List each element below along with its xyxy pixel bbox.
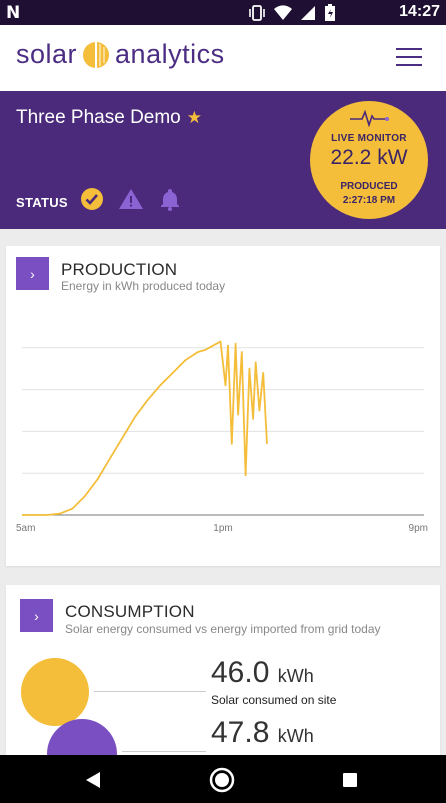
status-label: STATUS	[16, 195, 68, 210]
production-subtitle: Energy in kWh produced today	[61, 279, 226, 293]
produced-time: 2:27:18 PM	[342, 195, 396, 206]
produced-label: PRODUCED	[340, 181, 398, 192]
notification-icon: N	[6, 3, 21, 23]
vibrate-icon	[249, 5, 265, 21]
solar-divider	[94, 691, 206, 692]
production-series-line	[22, 340, 268, 516]
consumption-subtitle: Solar energy consumed vs energy imported…	[65, 622, 381, 636]
sun-logo-icon	[83, 41, 110, 68]
wifi-icon	[274, 5, 292, 21]
solar-consumed-value: 46.0 kWh	[211, 656, 314, 690]
favorite-star-icon[interactable]: ★	[186, 108, 202, 127]
solar-consumed-circle	[21, 658, 89, 726]
status-bar: N 14:27	[0, 0, 446, 25]
live-power-value: 22.2 kW	[330, 146, 408, 169]
check-circle-icon[interactable]	[80, 187, 104, 211]
site-name: Three Phase Demo	[16, 107, 181, 128]
production-expand-button[interactable]: ›	[16, 257, 49, 290]
x-tick-label: 5am	[16, 523, 35, 534]
home-icon[interactable]	[209, 767, 235, 793]
bell-icon[interactable]	[158, 187, 182, 211]
navigation-bar	[0, 755, 446, 803]
consumption-expand-button[interactable]: ›	[20, 599, 53, 632]
site-header: Three Phase Demo ★ STATUS LIVE MONITOR 2…	[0, 91, 446, 229]
warning-icon[interactable]	[118, 187, 144, 211]
consumption-title: CONSUMPTION	[65, 602, 195, 621]
grid-imported-value: 47.8 kWh	[211, 716, 314, 750]
grid-divider	[122, 751, 206, 752]
menu-icon[interactable]	[396, 48, 422, 68]
x-tick-label: 1pm	[213, 523, 232, 534]
solar-value: 46.0	[211, 656, 270, 689]
status-icons	[248, 4, 336, 22]
pulse-icon	[350, 109, 389, 127]
solar-analytics-logo[interactable]: solar analytics	[16, 39, 225, 70]
clock: 14:27	[399, 3, 440, 20]
x-tick-label: 9pm	[409, 523, 428, 534]
production-title: PRODUCTION	[61, 260, 178, 279]
live-monitor-label: LIVE MONITOR	[331, 133, 407, 144]
grid-unit: kWh	[277, 726, 314, 746]
recents-icon[interactable]	[342, 772, 358, 788]
logo-text-right: analytics	[115, 39, 225, 69]
signal-icon	[301, 6, 315, 20]
back-icon[interactable]	[84, 771, 102, 789]
grid-value: 47.8	[211, 716, 270, 749]
live-monitor-badge[interactable]: LIVE MONITOR 22.2 kW PRODUCED 2:27:18 PM	[310, 101, 428, 219]
solar-consumed-label: Solar consumed on site	[211, 693, 337, 707]
production-card: › PRODUCTION Energy in kWh produced toda…	[6, 246, 440, 566]
production-chart[interactable]: 5am 1pm 9pm	[6, 246, 440, 566]
logo-text-left: solar	[16, 39, 78, 69]
site-title[interactable]: Three Phase Demo ★	[16, 107, 202, 129]
status-icons-group	[80, 187, 182, 211]
consumption-card: › CONSUMPTION Solar energy consumed vs e…	[6, 585, 440, 789]
solar-unit: kWh	[277, 666, 314, 686]
app-header: solar analytics	[0, 25, 446, 91]
battery-icon	[325, 4, 335, 21]
